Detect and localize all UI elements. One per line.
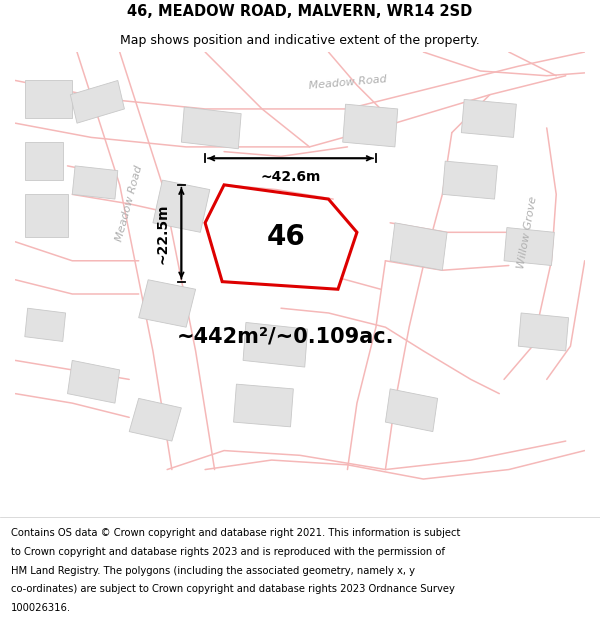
- Text: Meadow Road: Meadow Road: [308, 74, 387, 91]
- Polygon shape: [139, 280, 196, 328]
- Polygon shape: [181, 107, 241, 149]
- Polygon shape: [390, 223, 447, 270]
- Text: to Crown copyright and database rights 2023 and is reproduced with the permissio: to Crown copyright and database rights 2…: [11, 547, 445, 557]
- Polygon shape: [70, 81, 124, 123]
- Polygon shape: [504, 228, 554, 266]
- Polygon shape: [72, 166, 118, 199]
- Text: 46, MEADOW ROAD, MALVERN, WR14 2SD: 46, MEADOW ROAD, MALVERN, WR14 2SD: [127, 4, 473, 19]
- Polygon shape: [343, 104, 398, 147]
- Text: 100026316.: 100026316.: [11, 603, 71, 613]
- Polygon shape: [518, 313, 569, 351]
- Polygon shape: [25, 194, 67, 237]
- Text: Map shows position and indicative extent of the property.: Map shows position and indicative extent…: [120, 34, 480, 47]
- Polygon shape: [25, 142, 63, 180]
- Polygon shape: [129, 398, 181, 441]
- Text: co-ordinates) are subject to Crown copyright and database rights 2023 Ordnance S: co-ordinates) are subject to Crown copyr…: [11, 584, 455, 594]
- Polygon shape: [205, 185, 357, 289]
- Text: ~42.6m: ~42.6m: [260, 170, 320, 184]
- Text: Meadow Road: Meadow Road: [114, 165, 144, 243]
- Polygon shape: [25, 81, 72, 118]
- Text: Contains OS data © Crown copyright and database right 2021. This information is : Contains OS data © Crown copyright and d…: [11, 528, 460, 538]
- Text: ~22.5m: ~22.5m: [155, 203, 169, 264]
- Text: Willow Grove: Willow Grove: [517, 196, 539, 269]
- Polygon shape: [67, 361, 119, 403]
- Polygon shape: [153, 180, 210, 232]
- Polygon shape: [442, 161, 497, 199]
- Text: ~442m²/~0.109ac.: ~442m²/~0.109ac.: [177, 327, 395, 347]
- Polygon shape: [385, 389, 437, 432]
- Polygon shape: [461, 99, 517, 138]
- Polygon shape: [233, 384, 293, 427]
- Text: HM Land Registry. The polygons (including the associated geometry, namely x, y: HM Land Registry. The polygons (includin…: [11, 566, 415, 576]
- Polygon shape: [25, 308, 65, 341]
- Polygon shape: [243, 322, 308, 367]
- Text: 46: 46: [266, 223, 305, 251]
